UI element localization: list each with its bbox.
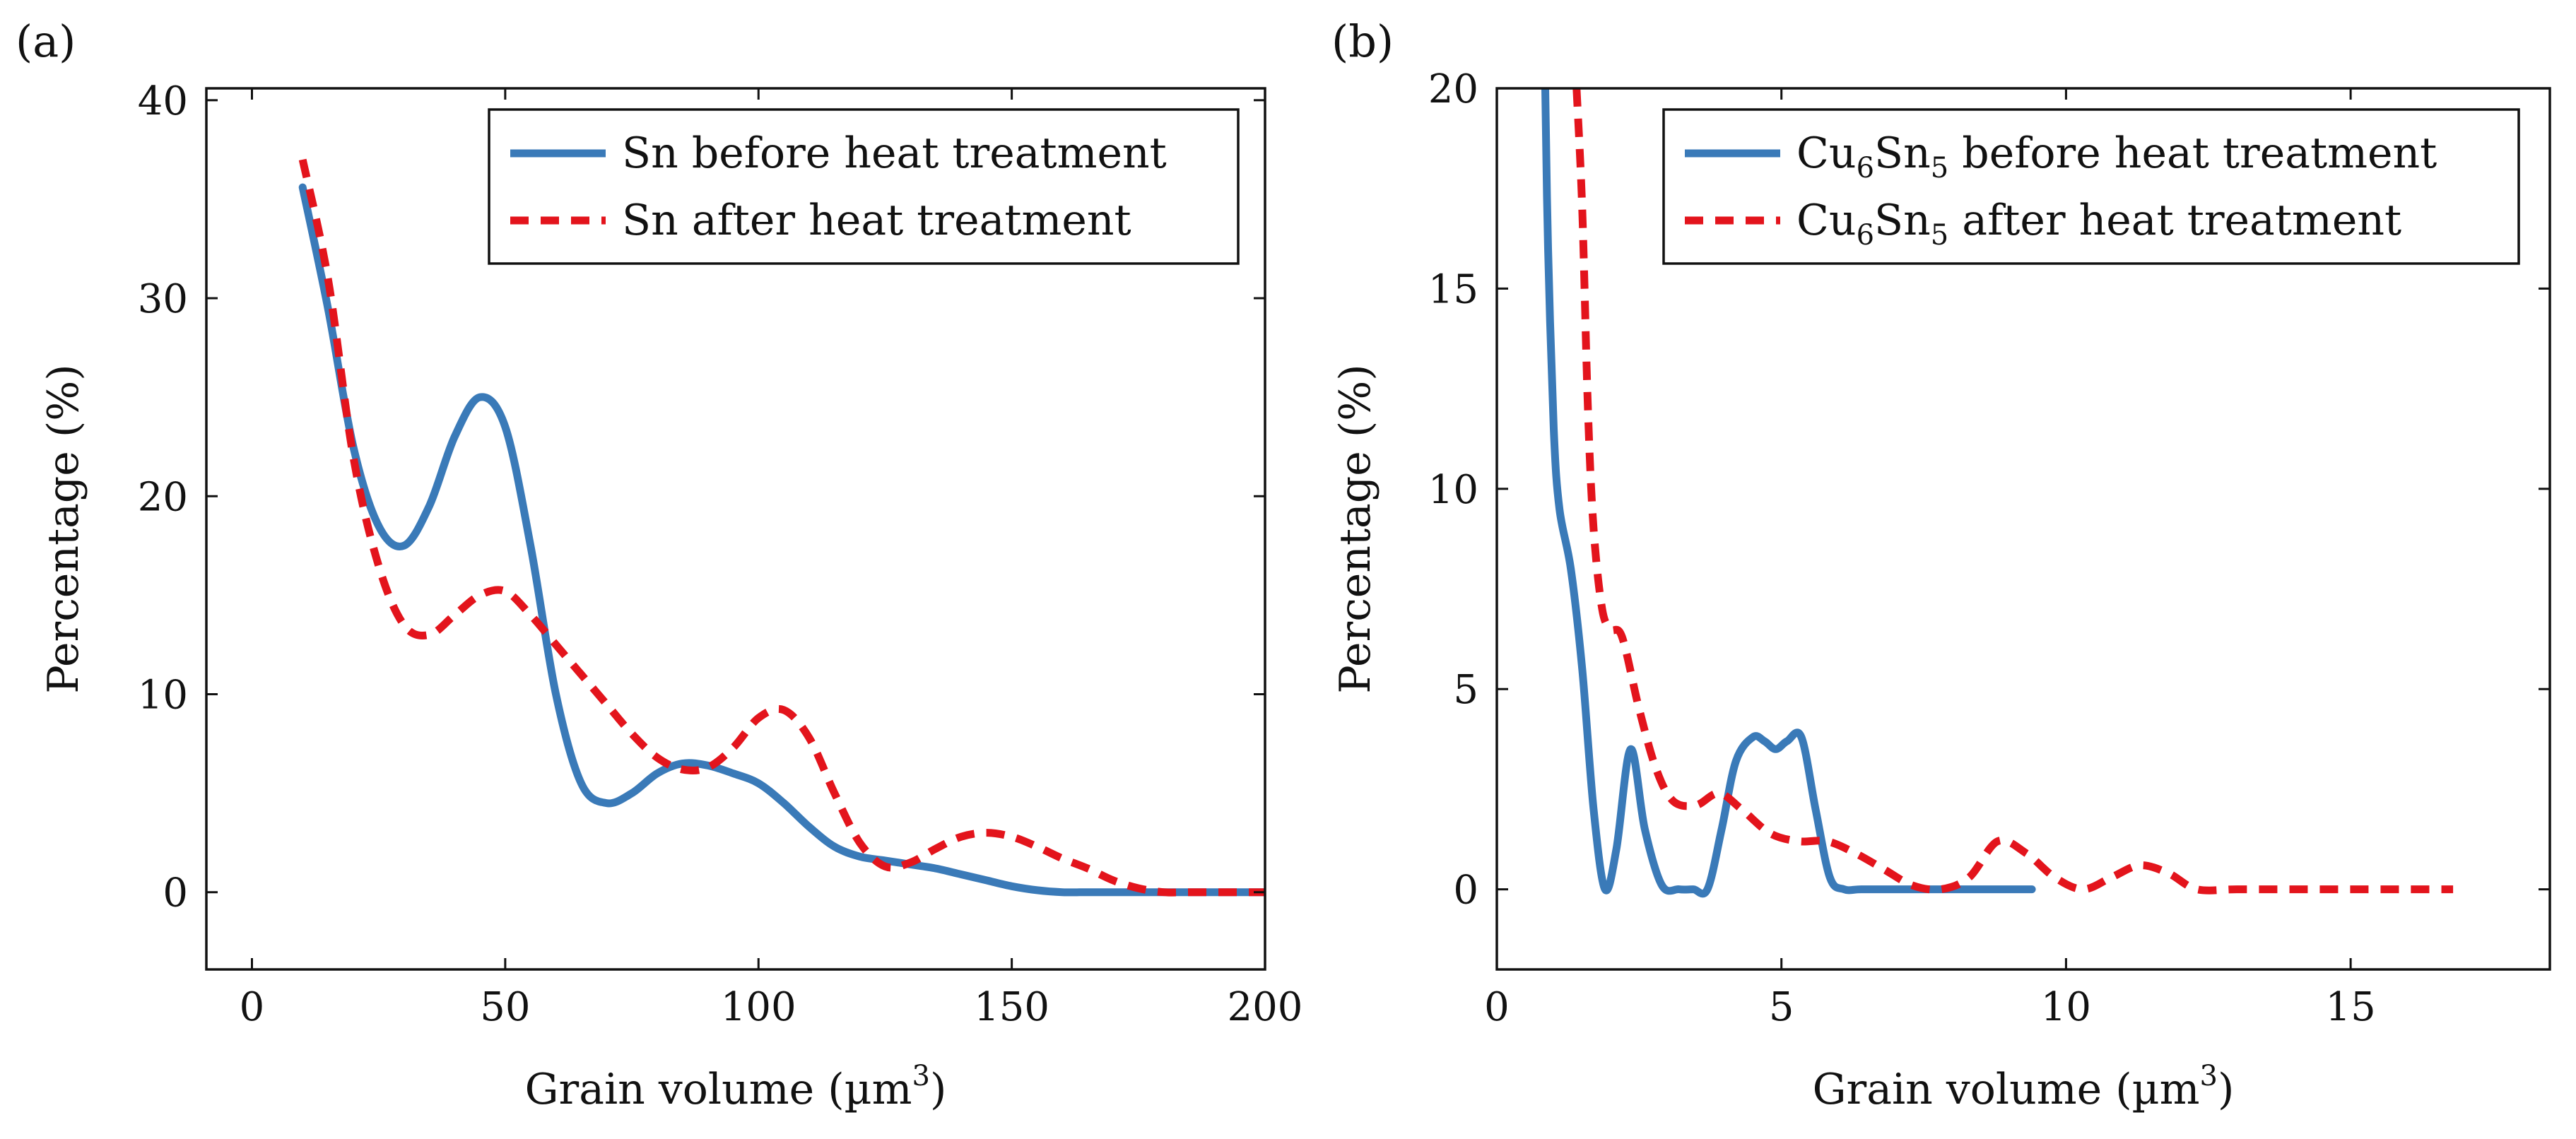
x-tick-label: 50 — [480, 984, 530, 1030]
y-tick-label: 5 — [1453, 667, 1478, 713]
x-tick-label: 15 — [2325, 984, 2375, 1030]
legend-label: Cu6Sn5 before heat treatment — [1796, 129, 2437, 184]
panel-label: (b) — [1331, 16, 1394, 67]
series-line-before — [298, 183, 1265, 897]
x-axis-label: Grain volume (µm3) — [1813, 1060, 2235, 1114]
plot-frame — [205, 87, 1266, 971]
x-tick-label: 5 — [1769, 984, 1794, 1030]
x-tick-label: 200 — [1228, 984, 1303, 1030]
chart-panel-a: (a) 0 50 100 150 200 0 10 20 30 40 Grain volume (µm… — [16, 16, 1302, 1114]
y-tick-label: 0 — [1453, 868, 1478, 914]
series-line-after — [298, 158, 1265, 897]
legend-label: Sn after heat treatment — [622, 196, 1131, 245]
x-tick-label: 150 — [974, 984, 1049, 1030]
y-tick-label: 20 — [1428, 66, 1478, 112]
y-axis-label: Percentage (%) — [39, 364, 88, 693]
chart-panel-b: (b) 0 5 10 15 0 5 10 15 20 Grain volume (µm3) Perce… — [1331, 16, 2551, 1114]
series-line-before — [1541, 88, 2036, 898]
legend-box — [488, 108, 1240, 265]
legend: Cu6Sn5 before heat treatment Cu6Sn5 after… — [1662, 108, 2520, 265]
y-tick-label: 0 — [163, 871, 188, 916]
y-tick-label: 20 — [138, 474, 188, 520]
legend-box — [1662, 108, 2520, 265]
panel-label: (a) — [16, 16, 76, 67]
x-tick-label: 100 — [721, 984, 796, 1030]
legend: Sn before heat treatment Sn after heat tr… — [488, 108, 1240, 265]
legend-label: Sn before heat treatment — [622, 129, 1167, 178]
x-tick-label: 10 — [2041, 984, 2091, 1030]
y-tick-label: 30 — [138, 276, 188, 322]
y-tick-label: 10 — [138, 672, 188, 718]
legend-label: Cu6Sn5 after heat treatment — [1796, 196, 2401, 252]
x-axis-label: Grain volume (µm3) — [525, 1060, 947, 1114]
series-line-after — [1572, 88, 2454, 895]
plot-frame — [1495, 87, 2551, 971]
y-tick-label: 15 — [1428, 266, 1478, 312]
x-tick-label: 0 — [1484, 984, 1510, 1030]
y-tick-label: 10 — [1428, 467, 1478, 513]
y-tick-label: 40 — [138, 78, 188, 124]
y-axis-label: Percentage (%) — [1331, 364, 1380, 693]
x-tick-label: 0 — [240, 984, 265, 1030]
